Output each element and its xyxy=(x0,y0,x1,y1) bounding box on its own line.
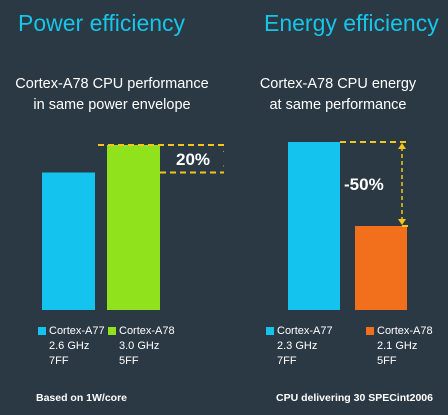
power-subtitle-line-2: in same power envelope xyxy=(33,97,191,113)
arrow-head-up xyxy=(223,150,224,152)
energy-change-label: -50% xyxy=(344,175,384,194)
bar-cortex-a77-energy xyxy=(288,142,340,310)
legend-process-node: 5FF xyxy=(377,355,397,367)
performance-change-label: 20% xyxy=(176,150,210,169)
legend-swatch-cortex-a78 xyxy=(108,327,116,335)
legend-name: Cortex-A77 xyxy=(277,325,333,337)
legend-process-node: 5FF xyxy=(119,355,139,367)
legend-swatch-cortex-a77 xyxy=(38,327,46,335)
bar-cortex-a77-performance xyxy=(42,172,95,310)
legend-name: Cortex-A78 xyxy=(119,325,175,337)
energy-efficiency-subtitle: Cortex-A78 CPU energy at same performanc… xyxy=(226,74,448,116)
arrow-head-down xyxy=(398,219,406,225)
energy-efficiency-chart: -50% xyxy=(288,141,408,310)
arrow-head-up xyxy=(398,143,406,149)
legend-text-cortex-a78: Cortex-A78 2.1 GHz 5FF xyxy=(377,324,433,369)
legend-swatch-cortex-a78 xyxy=(366,327,374,335)
legend-name: Cortex-A78 xyxy=(377,325,433,337)
bar-cortex-a78-performance xyxy=(107,145,160,310)
legend-name: Cortex-A77 xyxy=(49,325,105,337)
legend-frequency: 3.0 GHz xyxy=(119,340,160,352)
legend-process-node: 7FF xyxy=(49,355,69,367)
energy-efficiency-footnote: CPU delivering 30 SPECint2006 xyxy=(276,392,433,404)
arrow-head-down xyxy=(223,165,224,167)
energy-subtitle-line-2: at same performance xyxy=(269,97,407,113)
power-efficiency-footnote: Based on 1W/core xyxy=(36,392,128,404)
power-efficiency-heading: Power efficiency xyxy=(18,10,186,36)
legend-frequency: 2.6 GHz xyxy=(49,340,90,352)
legend-process-node: 7FF xyxy=(277,355,297,367)
power-efficiency-panel: Power efficiency Cortex-A78 CPU performa… xyxy=(0,10,224,404)
legend-swatch-cortex-a77 xyxy=(266,327,274,335)
power-efficiency-chart: 20% xyxy=(42,144,224,310)
bar-cortex-a78-energy xyxy=(355,226,407,310)
legend-frequency: 2.1 GHz xyxy=(377,340,418,352)
power-subtitle-line-1: Cortex-A78 CPU performance xyxy=(15,76,209,92)
legend-text-cortex-a78: Cortex-A78 3.0 GHz 5FF xyxy=(119,324,175,369)
power-efficiency-subtitle: Cortex-A78 CPU performance in same power… xyxy=(0,74,224,116)
energy-efficiency-panel: Energy efficiency Cortex-A78 CPU energy … xyxy=(224,0,448,415)
legend-text-cortex-a77: Cortex-A77 2.3 GHz 7FF xyxy=(277,324,333,369)
energy-subtitle-line-1: Cortex-A78 CPU energy xyxy=(259,76,417,92)
energy-efficiency-heading: Energy efficiency xyxy=(264,10,439,36)
legend-text-cortex-a77: Cortex-A77 2.6 GHz 7FF xyxy=(49,324,105,369)
legend-frequency: 2.3 GHz xyxy=(277,340,318,352)
